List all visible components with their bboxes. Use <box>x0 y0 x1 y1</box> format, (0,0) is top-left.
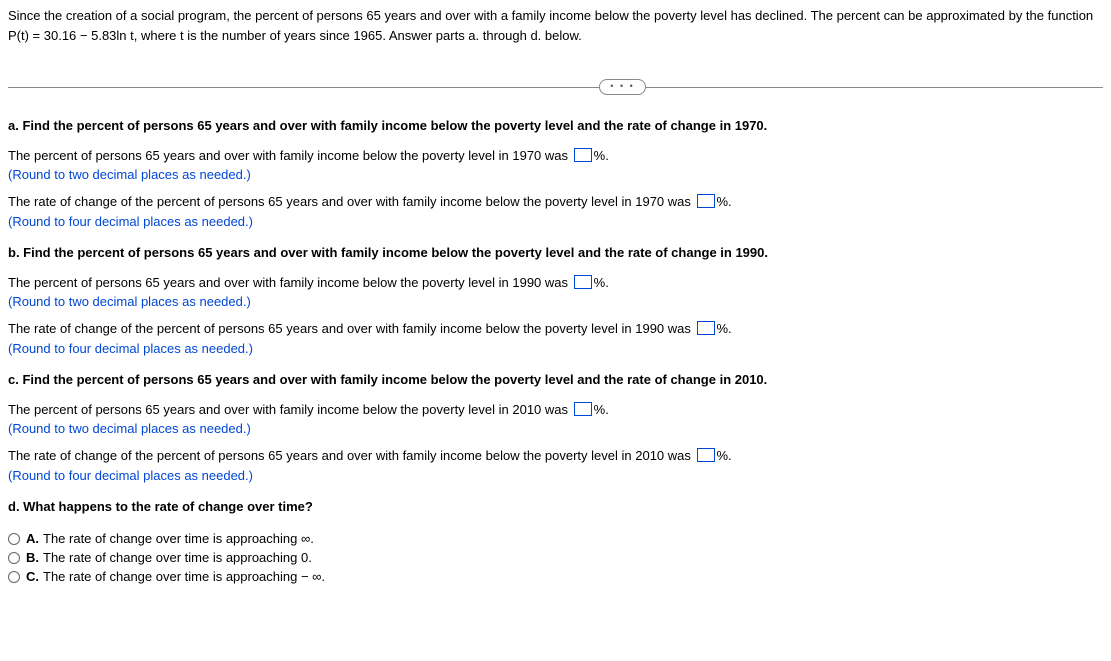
option-c-row: C. The rate of change over time is approa… <box>8 569 1103 584</box>
option-b-text: The rate of change over time is approach… <box>43 550 312 565</box>
part-b-heading-text: b. Find the percent of persons 65 years … <box>8 245 768 260</box>
option-a-letter: A. <box>26 531 39 546</box>
part-c-percent-line: The percent of persons 65 years and over… <box>8 400 1103 421</box>
part-a-percent-pre: The percent of persons 65 years and over… <box>8 148 572 163</box>
part-c-rate-post: %. <box>717 448 732 463</box>
part-a-heading: a. Find the percent of persons 65 years … <box>8 116 1103 136</box>
intro-line1: Since the creation of a social program, … <box>8 8 1093 23</box>
part-a-percent-post: %. <box>594 148 609 163</box>
part-c-heading: c. Find the percent of persons 65 years … <box>8 370 1103 390</box>
part-b-rate-input[interactable] <box>697 321 715 335</box>
option-a-text: The rate of change over time is approach… <box>43 531 314 546</box>
part-a-rate-line: The rate of change of the percent of per… <box>8 192 1103 213</box>
part-a-rate-input[interactable] <box>697 194 715 208</box>
part-b-heading: b. Find the percent of persons 65 years … <box>8 243 1103 263</box>
part-a-rate-post: %. <box>717 194 732 209</box>
expand-pill[interactable]: • • • <box>599 79 645 95</box>
part-a-percent-hint: (Round to two decimal places as needed.) <box>8 167 1103 182</box>
part-a-percent-input[interactable] <box>574 148 592 162</box>
part-c-rate-hint: (Round to four decimal places as needed.… <box>8 468 1103 483</box>
option-a-radio[interactable] <box>8 533 20 545</box>
option-a-row: A. The rate of change over time is approa… <box>8 531 1103 546</box>
intro-line2: P(t) = 30.16 − 5.83ln t, where t is the … <box>8 28 582 43</box>
part-c-heading-text: c. Find the percent of persons 65 years … <box>8 372 767 387</box>
part-c-percent-hint: (Round to two decimal places as needed.) <box>8 421 1103 436</box>
part-b-percent-post: %. <box>594 275 609 290</box>
part-b-percent-hint: (Round to two decimal places as needed.) <box>8 294 1103 309</box>
part-b-percent-line: The percent of persons 65 years and over… <box>8 273 1103 294</box>
option-b-row: B. The rate of change over time is approa… <box>8 550 1103 565</box>
part-c-rate-pre: The rate of change of the percent of per… <box>8 448 695 463</box>
option-b-letter: B. <box>26 550 39 565</box>
part-d-heading: d. What happens to the rate of change ov… <box>8 497 1103 517</box>
problem-intro: Since the creation of a social program, … <box>8 6 1103 45</box>
section-divider: • • • <box>8 87 1103 88</box>
part-b-rate-line: The rate of change of the percent of per… <box>8 319 1103 340</box>
part-c-percent-pre: The percent of persons 65 years and over… <box>8 402 572 417</box>
part-d-options: A. The rate of change over time is approa… <box>8 531 1103 584</box>
option-b-radio[interactable] <box>8 552 20 564</box>
part-c-rate-input[interactable] <box>697 448 715 462</box>
part-b-percent-input[interactable] <box>574 275 592 289</box>
part-b-rate-pre: The rate of change of the percent of per… <box>8 321 695 336</box>
part-a-rate-hint: (Round to four decimal places as needed.… <box>8 214 1103 229</box>
part-b-rate-hint: (Round to four decimal places as needed.… <box>8 341 1103 356</box>
part-c-percent-post: %. <box>594 402 609 417</box>
part-d-heading-text: d. What happens to the rate of change ov… <box>8 499 313 514</box>
option-c-text: The rate of change over time is approach… <box>43 569 325 584</box>
option-c-radio[interactable] <box>8 571 20 583</box>
part-a-percent-line: The percent of persons 65 years and over… <box>8 146 1103 167</box>
part-b-percent-pre: The percent of persons 65 years and over… <box>8 275 572 290</box>
part-b-rate-post: %. <box>717 321 732 336</box>
part-c-rate-line: The rate of change of the percent of per… <box>8 446 1103 467</box>
part-a-rate-pre: The rate of change of the percent of per… <box>8 194 695 209</box>
option-c-letter: C. <box>26 569 39 584</box>
part-a-heading-text: a. Find the percent of persons 65 years … <box>8 118 767 133</box>
part-c-percent-input[interactable] <box>574 402 592 416</box>
